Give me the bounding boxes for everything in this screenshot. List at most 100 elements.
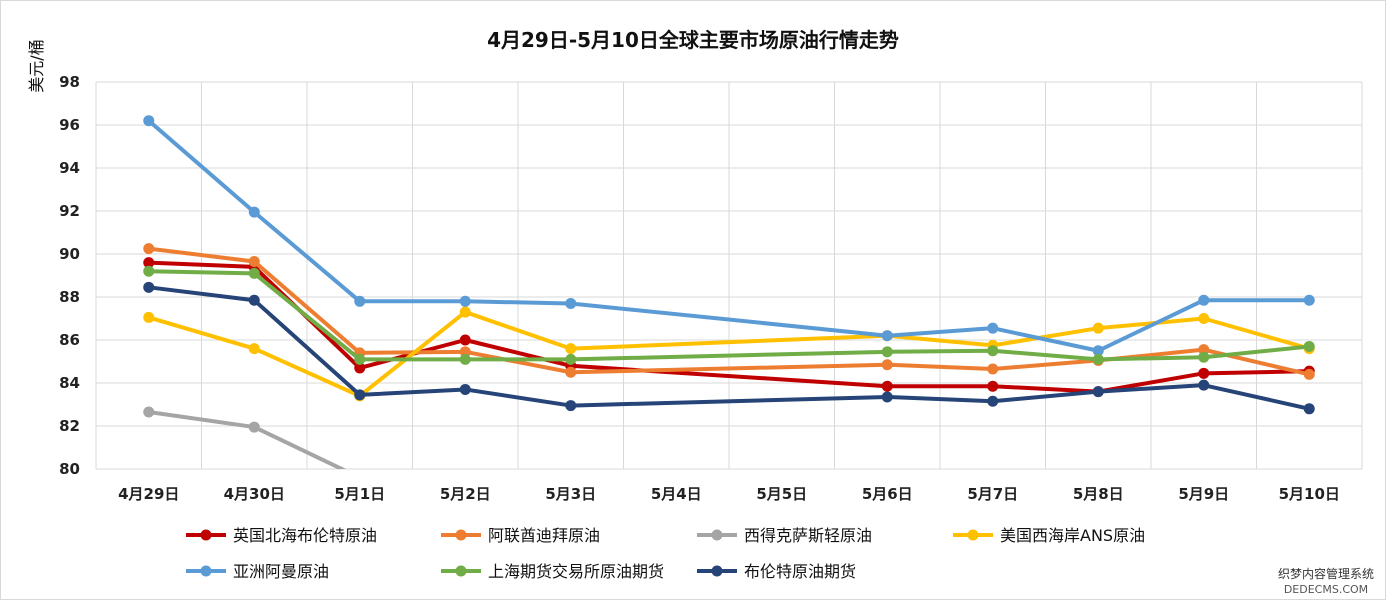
- data-point: [248, 343, 260, 355]
- data-point: [1092, 386, 1104, 398]
- data-point: [1092, 345, 1104, 357]
- y-tick-label: 90: [59, 245, 80, 263]
- y-tick-labels: 80 82 84 86 88 90 92 94 96 98: [59, 73, 80, 478]
- legend-item: 上海期货交易所原油期货: [441, 562, 664, 581]
- legend-label: 阿联酋迪拜原油: [488, 526, 600, 545]
- y-tick-label: 84: [59, 374, 80, 392]
- x-tick-labels: 4月29日 4月30日 5月1日 5月2日 5月3日 5月4日 5月5日 5月6日 5月7日 5月…: [118, 485, 1340, 503]
- legend-swatch-marker: [455, 529, 467, 541]
- legend-label: 布伦特原油期货: [744, 562, 856, 581]
- data-point: [1198, 294, 1210, 306]
- series-line: [146, 269, 1312, 362]
- series-lines: [143, 115, 1315, 469]
- data-point: [1198, 344, 1210, 356]
- x-tick-label: 5月2日: [440, 485, 491, 503]
- legend-label: 西得克萨斯轻原油: [744, 526, 872, 545]
- data-point: [143, 257, 155, 269]
- data-point: [459, 334, 471, 346]
- data-point: [1303, 403, 1315, 415]
- data-point: [1303, 294, 1315, 306]
- chart-title: 4月29日-5月10日全球主要市场原油行情走势: [487, 28, 899, 52]
- x-tick-label: 5月9日: [1178, 485, 1229, 503]
- data-point: [459, 383, 471, 395]
- series-line: [146, 118, 1312, 353]
- legend-item: 亚洲阿曼原油: [186, 562, 329, 581]
- data-point: [1092, 353, 1104, 365]
- y-tick-label: 88: [59, 288, 80, 306]
- data-point: [459, 353, 471, 365]
- legend-item: 布伦特原油期货: [697, 562, 856, 581]
- series-1: [143, 243, 1315, 380]
- data-point: [565, 343, 577, 355]
- legend-item: 美国西海岸ANS原油: [953, 526, 1145, 545]
- x-tick-label: 5月8日: [1073, 485, 1124, 503]
- watermark-text: 织梦内容管理系统: [1278, 566, 1374, 581]
- x-tick-label: 5月3日: [545, 485, 596, 503]
- data-point: [565, 366, 577, 378]
- y-tick-label: 96: [59, 116, 80, 134]
- x-tick-label: 5月7日: [967, 485, 1018, 503]
- y-axis-label: 美元/桶: [27, 39, 46, 92]
- y-tick-label: 82: [59, 417, 80, 435]
- data-point: [987, 322, 999, 334]
- legend-label: 美国西海岸ANS原油: [1000, 526, 1145, 545]
- x-tick-label: 4月29日: [118, 485, 179, 503]
- legend-swatch-marker: [711, 565, 723, 577]
- x-tick-label: 5月10日: [1279, 485, 1340, 503]
- series-4: [143, 115, 1315, 357]
- data-point: [459, 306, 471, 318]
- x-tick-label: 5月1日: [334, 485, 385, 503]
- x-tick-label: 5月6日: [862, 485, 913, 503]
- data-point: [565, 400, 577, 412]
- legend-item: 英国北海布伦特原油: [186, 526, 377, 545]
- legend-swatch-marker: [200, 565, 212, 577]
- y-tick-label: 86: [59, 331, 80, 349]
- data-point: [143, 311, 155, 323]
- series-line: [146, 246, 1312, 377]
- data-point: [459, 295, 471, 307]
- data-point: [143, 243, 155, 255]
- legend-swatch-marker: [967, 529, 979, 541]
- x-tick-label: 4月30日: [224, 485, 285, 503]
- data-point: [881, 380, 893, 392]
- data-point: [1303, 340, 1315, 352]
- data-point: [987, 380, 999, 392]
- data-point: [987, 395, 999, 407]
- data-point: [881, 346, 893, 358]
- legend-swatch-marker: [711, 529, 723, 541]
- data-point: [987, 345, 999, 357]
- legend-label: 上海期货交易所原油期货: [488, 562, 664, 581]
- y-tick-label: 98: [59, 73, 80, 91]
- data-point: [459, 346, 471, 358]
- legend-swatch-marker: [200, 529, 212, 541]
- series-5: [143, 265, 1315, 365]
- y-tick-label: 92: [59, 202, 80, 220]
- data-point: [881, 330, 893, 342]
- legend-label: 亚洲阿曼原油: [233, 562, 329, 581]
- data-point: [354, 295, 366, 307]
- legend-item: 阿联酋迪拜原油: [441, 526, 600, 545]
- data-point: [1198, 379, 1210, 391]
- data-point: [143, 115, 155, 127]
- y-tick-label: 80: [59, 460, 80, 478]
- data-point: [1198, 351, 1210, 363]
- data-point: [1198, 313, 1210, 324]
- legend-label: 英国北海布伦特原油: [233, 526, 377, 545]
- series-line: [146, 285, 1312, 411]
- data-point: [565, 353, 577, 365]
- data-point: [881, 391, 893, 403]
- series-2: [143, 406, 347, 469]
- data-point: [143, 406, 155, 418]
- legend: 英国北海布伦特原油 阿联酋迪拜原油 西得克萨斯轻原油 美国西海岸ANS原油亚洲阿曼原油…: [186, 526, 1145, 581]
- legend-swatch-marker: [455, 565, 467, 577]
- x-tick-label: 5月5日: [756, 485, 807, 503]
- data-point: [354, 362, 366, 374]
- grid-lines: [95, 81, 1363, 470]
- data-point: [565, 297, 577, 309]
- x-tick-label: 5月4日: [651, 485, 702, 503]
- data-point: [248, 206, 260, 218]
- watermark-domain: DEDECMS.COM: [1284, 583, 1368, 596]
